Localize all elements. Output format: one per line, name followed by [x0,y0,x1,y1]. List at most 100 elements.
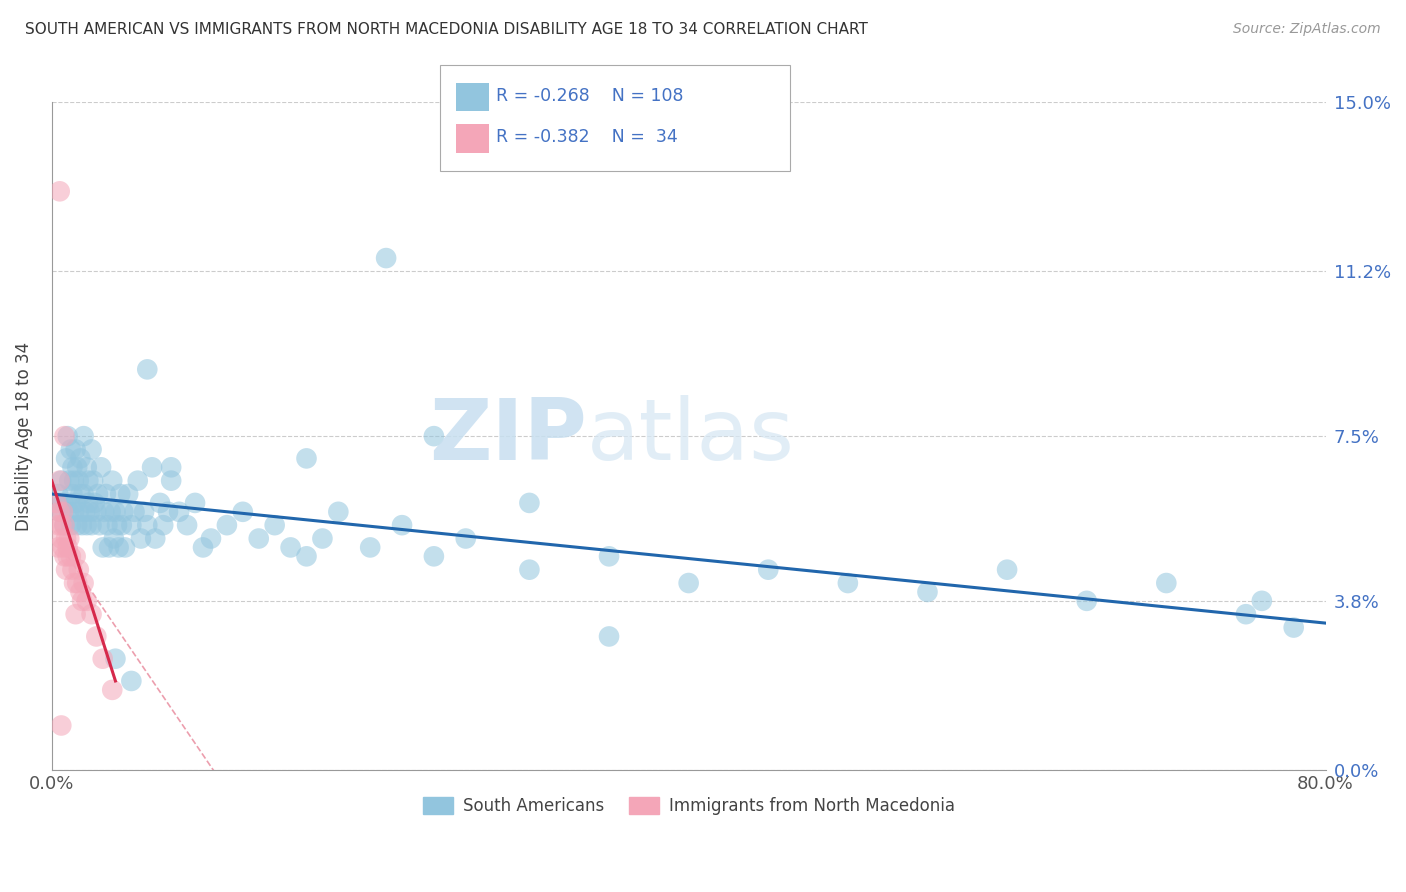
Point [51,532,73,546]
Point [114,541,136,555]
Point [136,362,159,376]
Point [51,518,73,533]
Point [124,505,146,519]
Point [87,487,110,501]
Text: SOUTH AMERICAN VS IMMIGRANTS FROM NORTH MACEDONIA DISABILITY AGE 18 TO 34 CORREL: SOUTH AMERICAN VS IMMIGRANTS FROM NORTH … [25,22,868,37]
Point [72,487,94,501]
Point [598,630,620,644]
Point [263,518,285,533]
Text: ZIP: ZIP [429,394,586,477]
Point [77,474,100,488]
Point [120,673,142,688]
Point [91,541,114,555]
Point [837,576,859,591]
Point [295,549,318,564]
Point [678,576,700,591]
Text: atlas: atlas [586,394,794,477]
Point [48,474,70,488]
Point [995,563,1018,577]
Point [98,541,121,555]
Point [215,518,238,533]
Point [132,505,155,519]
Point [76,594,98,608]
Point [80,442,103,457]
Point [53,518,76,533]
Point [58,505,80,519]
Point [328,505,350,519]
Point [247,532,270,546]
Point [103,532,125,546]
Point [62,563,84,577]
Point [232,505,254,519]
Point [67,474,90,488]
Point [46,518,69,533]
Point [101,474,124,488]
Point [93,505,115,519]
Point [55,532,77,546]
Point [69,585,91,599]
Point [96,518,118,533]
Point [72,429,94,443]
Point [66,518,89,533]
Point [53,549,76,564]
Point [55,563,77,577]
Point [101,682,124,697]
Point [176,518,198,533]
Point [104,505,127,519]
Point [52,496,75,510]
Point [65,607,87,622]
Point [94,487,117,501]
Point [67,563,90,577]
Text: R = -0.382    N =  34: R = -0.382 N = 34 [496,128,678,146]
Point [423,549,446,564]
Point [79,505,101,519]
Point [149,496,172,510]
Point [127,474,149,488]
Point [62,460,84,475]
Point [65,496,87,510]
Point [756,563,779,577]
Point [56,541,79,555]
Point [160,460,183,475]
Point [55,451,77,466]
Point [86,630,108,644]
Point [423,429,446,443]
Point [70,594,93,608]
Point [519,563,541,577]
Point [56,496,79,510]
Point [83,496,105,510]
Point [152,518,174,533]
Point [1250,594,1272,608]
Point [52,541,75,555]
Point [59,518,82,533]
Point [75,505,97,519]
Point [311,532,333,546]
Point [120,518,142,533]
Legend: South Americans, Immigrants from North Macedonia: South Americans, Immigrants from North M… [416,790,962,822]
Point [46,541,69,555]
Point [1282,621,1305,635]
Point [51,718,73,732]
Point [105,518,128,533]
Point [69,451,91,466]
Point [519,496,541,510]
Point [141,460,163,475]
Point [160,474,183,488]
Point [156,505,179,519]
Point [129,532,152,546]
Point [375,251,398,265]
Point [48,505,70,519]
Point [66,576,89,591]
Text: R = -0.268    N = 108: R = -0.268 N = 108 [496,87,683,105]
Point [1076,594,1098,608]
Point [63,576,86,591]
Point [454,532,477,546]
Point [191,541,214,555]
Point [104,651,127,665]
Point [48,505,70,519]
Point [391,518,413,533]
Point [76,518,98,533]
Point [52,505,75,519]
Point [100,505,122,519]
Point [89,518,111,533]
